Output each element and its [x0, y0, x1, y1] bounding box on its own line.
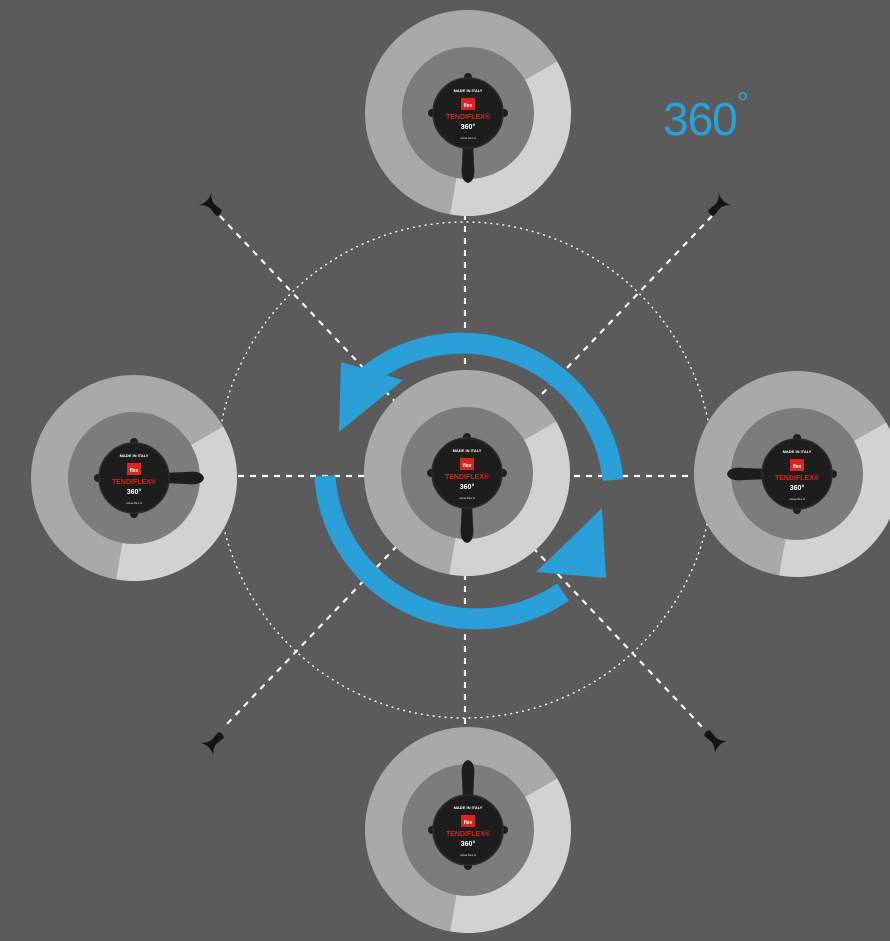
- rotation-arrow-lower-head: [536, 508, 606, 578]
- product-name-text: TENDIFLEX®: [112, 478, 157, 486]
- degree-symbol: °: [736, 86, 749, 120]
- rotation-text: 360°: [127, 488, 142, 496]
- hose-end-clip-icon-nw: [198, 192, 222, 216]
- product-name-text: TENDIFLEX®: [445, 473, 490, 481]
- rotation-text: 360°: [461, 123, 476, 131]
- product-name-text: TENDIFLEX®: [446, 830, 491, 838]
- reel-housing: [431, 437, 503, 509]
- reel-unit-right: MADE IN ITALY flex TENDIFLEX® 360° www.flex.…: [694, 371, 890, 577]
- brand-badge-text: flex: [130, 468, 139, 474]
- url-text: www.flex.it: [788, 497, 805, 501]
- reel-unit-left: MADE IN ITALY flex TENDIFLEX® 360° www.flex.…: [31, 375, 237, 581]
- angle-value: 360: [663, 93, 738, 145]
- reel-outlet: [461, 141, 475, 183]
- brand-badge: [461, 98, 475, 110]
- reel-housing: [432, 77, 504, 149]
- rotation-arrow-upper-head: [339, 362, 403, 432]
- rotation-arrow-lower: [314, 475, 569, 630]
- reel-label: MADE IN ITALY flex TENDIFLEX® 360° www.flex.…: [446, 805, 491, 857]
- hose-end-clip-icon-sw: [200, 732, 224, 756]
- url-text: www.flex.it: [459, 853, 476, 857]
- url-text: www.flex.it: [458, 496, 475, 500]
- reel-body: [428, 760, 508, 870]
- reel-body: [727, 434, 837, 514]
- reel-housing: [98, 442, 170, 514]
- reel-made-in-text: MADE IN ITALY: [454, 805, 483, 810]
- rotation-arrows: [314, 332, 624, 630]
- url-text: www.flex.it: [125, 501, 142, 505]
- hose-end-clip-icon-ne: [708, 192, 732, 216]
- url-text: www.flex.it: [459, 136, 476, 140]
- product-name-text: TENDIFLEX®: [446, 113, 491, 121]
- hose-end-clip-icon-se: [704, 730, 728, 754]
- brand-badge-text: flex: [464, 820, 473, 826]
- reel-housing: [432, 794, 504, 866]
- reel-label: MADE IN ITALY flex TENDIFLEX® 360° www.flex.…: [775, 449, 820, 501]
- reel-unit-bottom: MADE IN ITALY flex TENDIFLEX® 360° www.flex.…: [365, 727, 571, 933]
- reel-made-in-text: MADE IN ITALY: [120, 453, 149, 458]
- brand-badge-text: flex: [463, 463, 472, 469]
- rotation-text: 360°: [461, 840, 476, 848]
- brand-badge-text: flex: [793, 464, 802, 470]
- reel-body: [94, 438, 204, 518]
- rotation-arrow-upper: [358, 332, 624, 482]
- brand-badge: [461, 815, 475, 827]
- reel-group: MADE IN ITALY flex TENDIFLEX® 360° www.flex.…: [31, 10, 890, 933]
- hook-group: [198, 192, 732, 756]
- reel-unit-top: MADE IN ITALY flex TENDIFLEX® 360° www.flex.…: [365, 10, 571, 216]
- reel-made-in-text: MADE IN ITALY: [783, 449, 812, 454]
- reel-label: MADE IN ITALY flex TENDIFLEX® 360° www.flex.…: [445, 448, 490, 500]
- reel-body: [427, 433, 507, 543]
- reel-label: MADE IN ITALY flex TENDIFLEX® 360° www.flex.…: [446, 88, 491, 140]
- brand-badge-text: flex: [464, 103, 473, 109]
- reel-made-in-text: MADE IN ITALY: [454, 88, 483, 93]
- reel-outlet: [461, 760, 475, 802]
- brand-badge: [790, 459, 804, 471]
- reel-body: [428, 73, 508, 183]
- brand-badge: [127, 463, 141, 475]
- rotation-text: 360°: [790, 484, 805, 492]
- reel-outlet: [460, 501, 474, 543]
- angle-label: 360°: [663, 87, 749, 146]
- product-name-text: TENDIFLEX®: [775, 474, 820, 482]
- reel-outlet: [162, 471, 204, 485]
- reel-housing: [761, 438, 833, 510]
- reel-unit-center: MADE IN ITALY flex TENDIFLEX® 360° www.flex.…: [364, 370, 570, 576]
- reel-label: MADE IN ITALY flex TENDIFLEX® 360° www.flex.…: [112, 453, 157, 505]
- brand-badge: [460, 458, 474, 470]
- reel-made-in-text: MADE IN ITALY: [453, 448, 482, 453]
- reel-outlet: [727, 467, 769, 481]
- rotation-text: 360°: [460, 483, 475, 491]
